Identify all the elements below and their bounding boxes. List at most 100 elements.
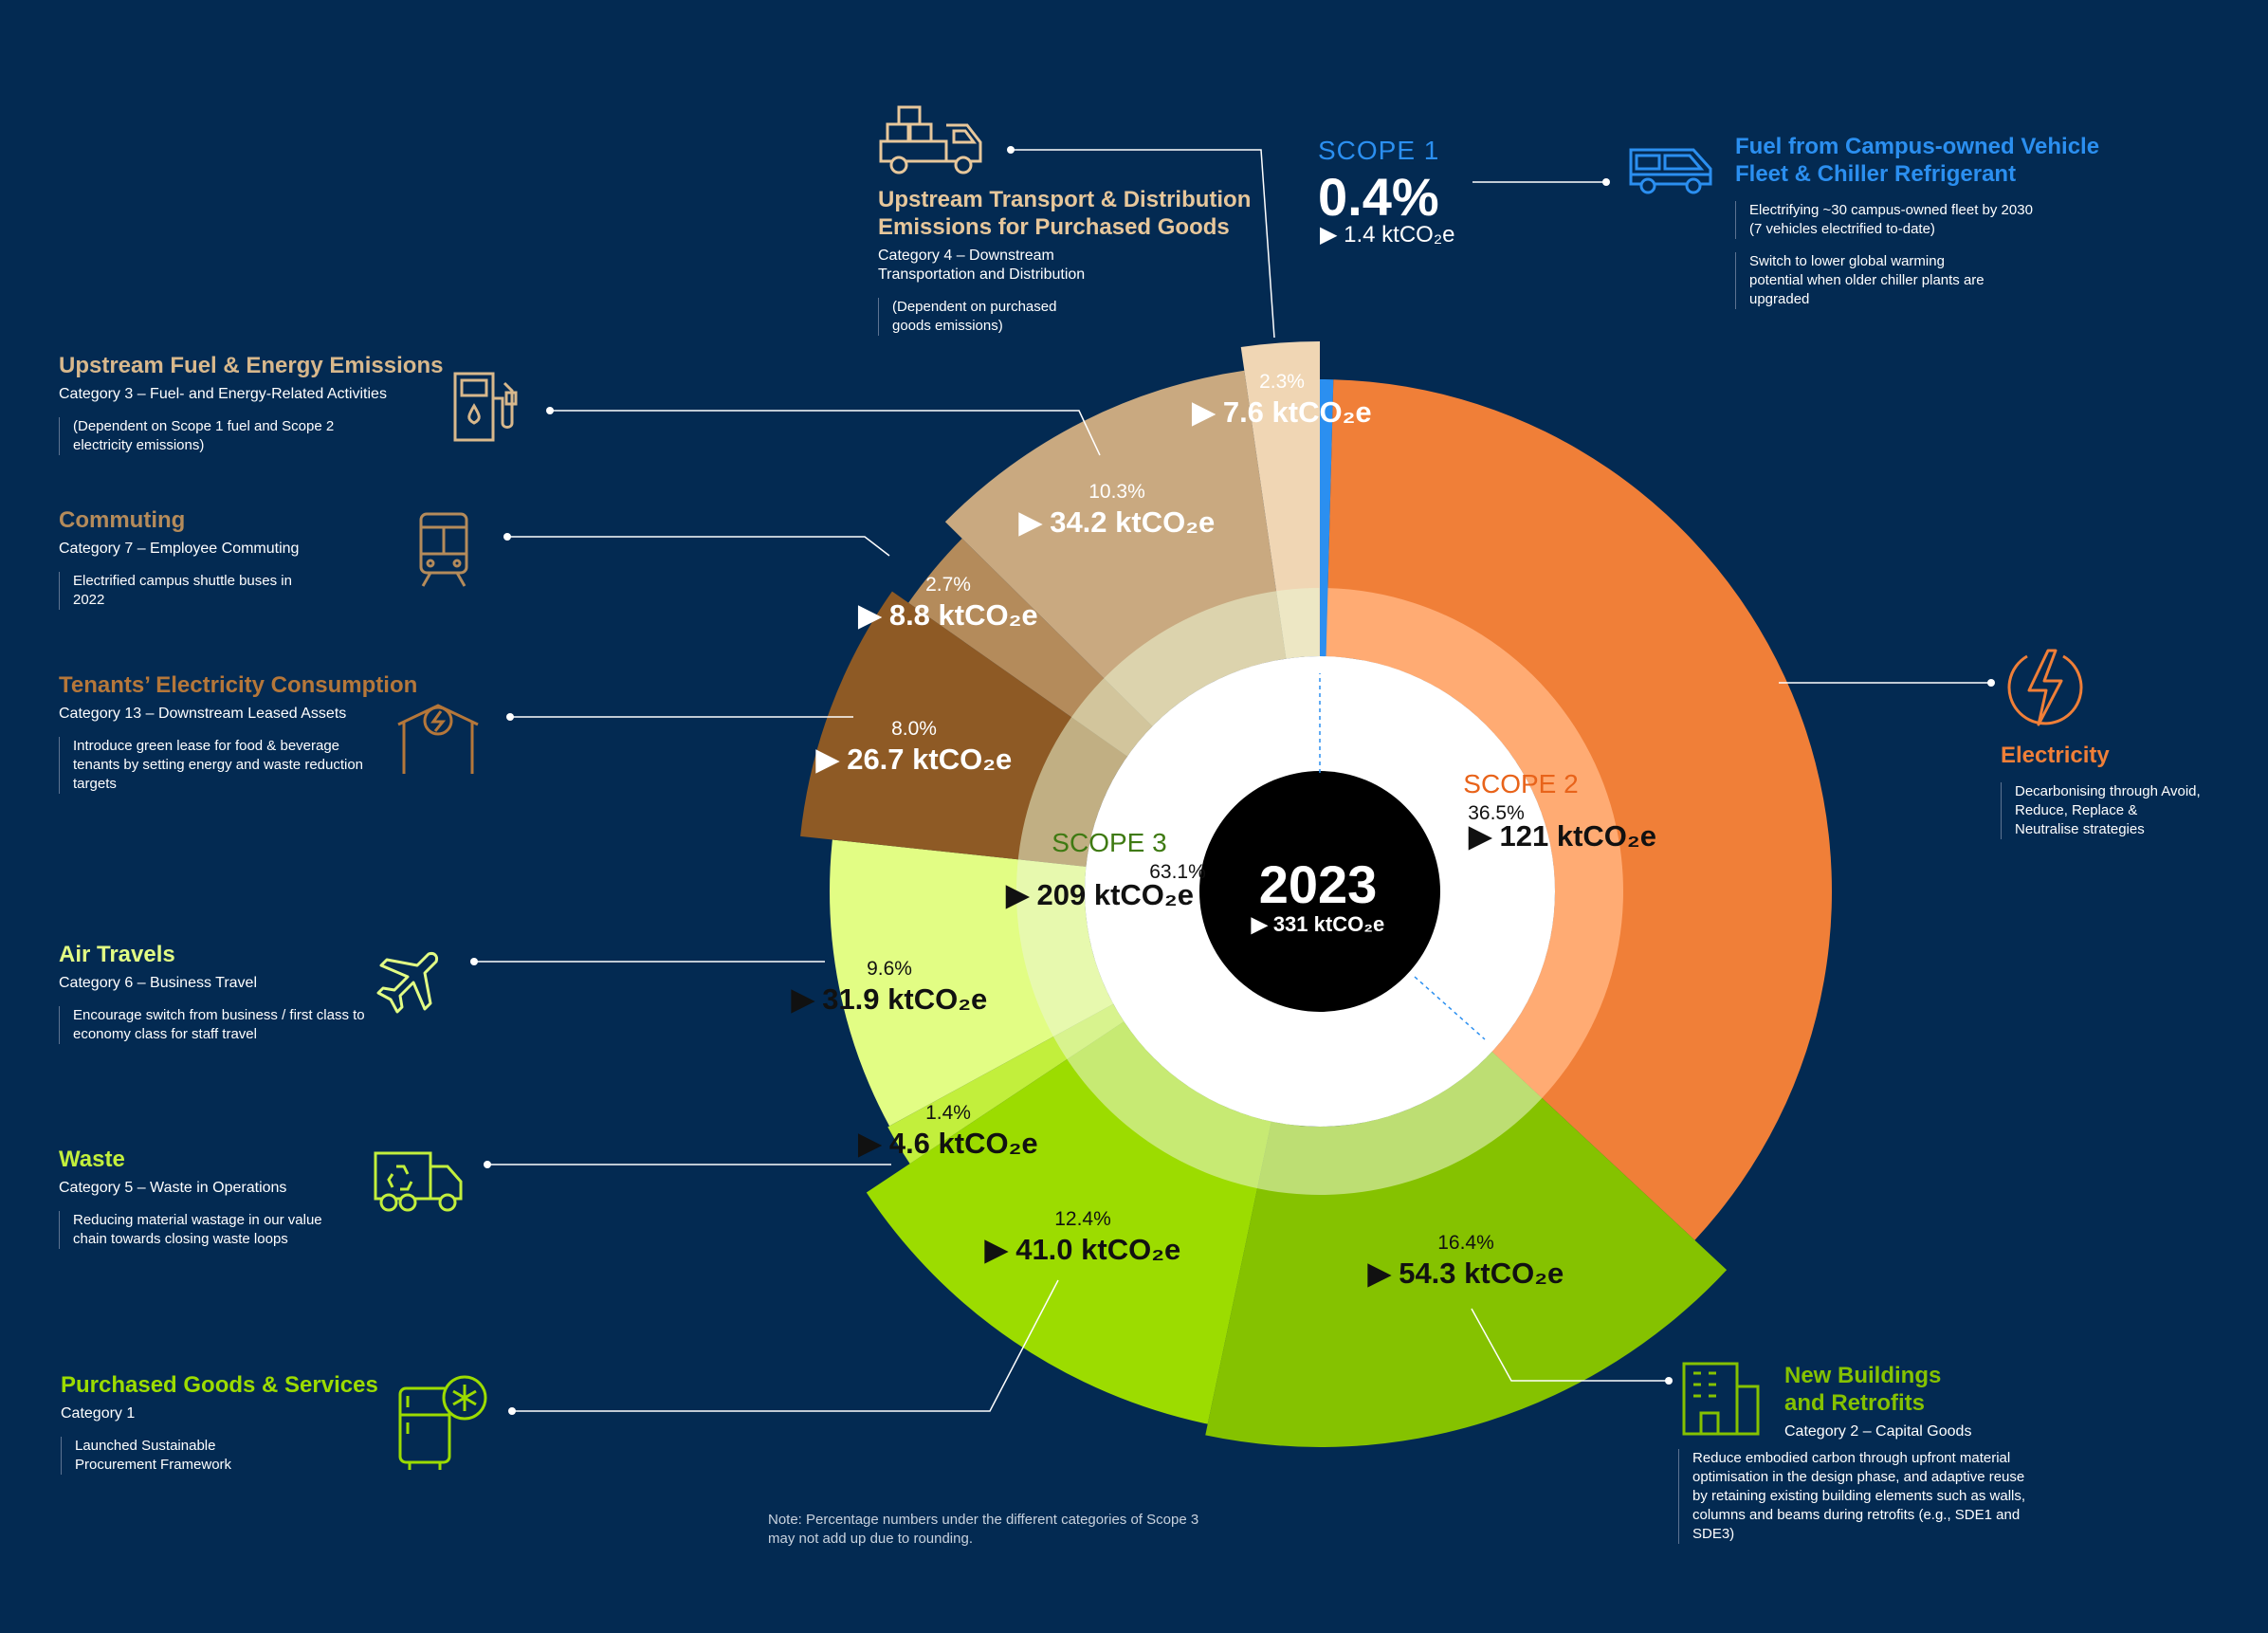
leader-dot-9	[1665, 1377, 1673, 1385]
new-buildings-desc: Reduce embodied carbon through upfront m…	[1678, 1449, 2034, 1544]
segment-percent-9: 2.3%	[1259, 371, 1305, 393]
scope1-value: ▶ 1.4 ktCO₂e	[1320, 222, 1455, 248]
chart-title: 2023	[1259, 854, 1378, 914]
segment-labels: 16.4% ▶ 54.3 ktCO₂e 12.4% ▶ 41.0 ktCO₂e 1.4%…	[791, 371, 1656, 1290]
segment-percent-5: 9.6%	[867, 958, 912, 980]
leader-dot-4	[506, 713, 514, 721]
building-electricity-icon	[397, 704, 479, 774]
fuel-fleet-desc-1: Electrifying ~30 campus-owned fleet by 2…	[1735, 201, 2043, 239]
leader-dot-5	[470, 958, 478, 965]
leader-line-11	[1414, 976, 1486, 1040]
truck-icon	[879, 105, 982, 174]
scope-ring-0	[1320, 588, 1328, 657]
scope-value-2: ▶ 209 ktCO₂e	[1005, 878, 1194, 911]
scope1-label: SCOPE 1	[1318, 136, 1440, 165]
leader-line-3	[507, 536, 890, 557]
tenants-desc: Introduce green lease for food & beverag…	[59, 737, 376, 794]
segment-percent-6: 8.0%	[891, 718, 937, 740]
waste-title: Waste	[59, 1147, 125, 1172]
tenants-title: Tenants’ Electricity Consumption	[59, 672, 418, 698]
leader-dot-6	[484, 1161, 491, 1168]
segment-value-2: ▶ 54.3 ktCO₂e	[1367, 1257, 1564, 1290]
tenants-callout: Tenants’ Electricity Consumption Categor…	[59, 671, 457, 794]
total-value: ▶ 331 ktCO₂e	[1251, 912, 1384, 936]
electricity-title: Electricity	[2001, 743, 2110, 768]
commuting-title: Commuting	[59, 507, 186, 533]
electricity-desc: Decarbonising through Avoid, Reduce, Rep…	[2001, 782, 2204, 839]
upstream-transport-category: Category 4 – Downstream Transportation a…	[878, 248, 1086, 283]
segment-9	[1240, 341, 1320, 659]
recycling-truck-icon	[374, 1151, 463, 1212]
segment-value-6: ▶ 26.7 ktCO₂e	[815, 743, 1012, 776]
waste-desc: Reducing material wastage in our value c…	[59, 1211, 329, 1249]
building-icon	[1682, 1362, 1760, 1436]
commuting-category: Category 7 – Employee Commuting	[59, 541, 300, 557]
train-icon	[419, 512, 468, 587]
segment-value-9: ▶ 7.6 ktCO₂e	[1191, 395, 1371, 429]
segment-value-3: ▶ 41.0 ktCO₂e	[984, 1233, 1180, 1266]
leader-dot-0	[1007, 146, 1015, 154]
scope1-percent: 0.4%	[1318, 167, 1439, 227]
segment-value-4: ▶ 4.6 ktCO₂e	[857, 1127, 1037, 1160]
rounding-note: Note: Percentage numbers under the diffe…	[768, 1512, 1199, 1547]
waste-category: Category 5 – Waste in Operations	[59, 1180, 287, 1196]
new-buildings-category: Category 2 – Capital Goods	[1784, 1423, 1972, 1440]
scope-value-1: ▶ 121 ktCO₂e	[1468, 819, 1656, 853]
leader-lines	[470, 146, 1995, 1415]
airplane-icon	[376, 952, 438, 1014]
total-badge	[1199, 771, 1440, 1012]
purchased-goods-title: Purchased Goods & Services	[61, 1372, 378, 1398]
center-text: 2023 ▶ 331 ktCO₂e	[1251, 854, 1384, 936]
leader-dot-7	[508, 1407, 516, 1415]
segment-percent-4: 1.4%	[925, 1102, 971, 1124]
leader-dot-1	[1602, 178, 1610, 186]
purchased-goods-callout: Purchased Goods & Services Category 1 La…	[61, 1371, 440, 1475]
segment-percent-7: 2.7%	[925, 574, 971, 596]
scope-percent-1: 36.5%	[1468, 802, 1525, 824]
leader-dot-2	[546, 407, 554, 414]
lightning-icon	[2007, 649, 2083, 726]
upstream-fuel-callout: Upstream Fuel & Energy Emissions Categor…	[59, 352, 466, 455]
commuting-callout: Commuting Category 7 – Employee Commutin…	[59, 506, 419, 610]
segment-0	[1320, 379, 1334, 657]
segment-percent-8: 10.3%	[1088, 481, 1145, 503]
segment-percent-2: 16.4%	[1437, 1232, 1494, 1254]
segment-percent-3: 12.4%	[1054, 1208, 1111, 1230]
leader-line-9	[1471, 1308, 1669, 1382]
leader-line-0	[1011, 149, 1275, 339]
leader-dot-3	[503, 533, 511, 541]
air-travels-desc: Encourage switch from business / first c…	[59, 1006, 367, 1044]
fuel-fleet-desc-2: Switch to lower global warming potential…	[1735, 252, 1996, 309]
upstream-transport-callout: Upstream Transport & Distribution Emissi…	[878, 186, 1276, 336]
segment-value-8: ▶ 34.2 ktCO₂e	[1018, 505, 1215, 539]
upstream-fuel-desc: (Dependent on Scope 1 fuel and Scope 2 e…	[59, 417, 386, 455]
scope-percent-2: 63.1%	[1149, 861, 1206, 883]
segment-value-5: ▶ 31.9 ktCO₂e	[791, 982, 987, 1016]
electricity-callout: Electricity Decarbonising through Avoid,…	[2001, 742, 2238, 839]
fridge-icon	[398, 1375, 487, 1470]
van-icon	[1629, 148, 1712, 194]
fuel-pump-icon	[453, 372, 518, 442]
purchased-goods-desc: Launched Sustainable Procurement Framewo…	[61, 1437, 284, 1475]
waste-callout: Waste Category 5 – Waste in Operations R…	[59, 1146, 419, 1249]
new-buildings-title: New Buildings and Retrofits	[1784, 1363, 1942, 1416]
fuel-fleet-callout: Fuel from Campus-owned Vehicle Fleet & C…	[1735, 133, 2133, 309]
new-buildings-callout: New Buildings and Retrofits Category 2 –…	[1784, 1362, 2040, 1441]
upstream-fuel-title: Upstream Fuel & Energy Emissions	[59, 353, 444, 378]
scope-name-1: SCOPE 2	[1463, 769, 1578, 798]
scope-ring	[1016, 588, 1623, 1195]
segment-value-7: ▶ 8.8 ktCO₂e	[857, 598, 1037, 632]
purchased-goods-category: Category 1	[61, 1405, 136, 1422]
upstream-transport-title: Upstream Transport & Distribution Emissi…	[878, 187, 1252, 240]
fuel-fleet-title: Fuel from Campus-owned Vehicle Fleet & C…	[1735, 134, 2100, 187]
scope-ring-2	[1016, 588, 1543, 1195]
upstream-transport-desc: (Dependent on purchased goods emissions)	[878, 298, 1091, 336]
tenants-category: Category 13 – Downstream Leased Assets	[59, 706, 347, 722]
air-travels-callout: Air Travels Category 6 – Business Travel…	[59, 941, 419, 1044]
leader-line-7	[512, 1279, 1059, 1412]
scope-name-2: SCOPE 3	[1052, 828, 1166, 857]
leader-line-2	[550, 410, 1101, 456]
new-buildings-desc-block: Reduce embodied carbon through upfront m…	[1678, 1449, 2039, 1544]
air-travels-category: Category 6 – Business Travel	[59, 975, 257, 991]
